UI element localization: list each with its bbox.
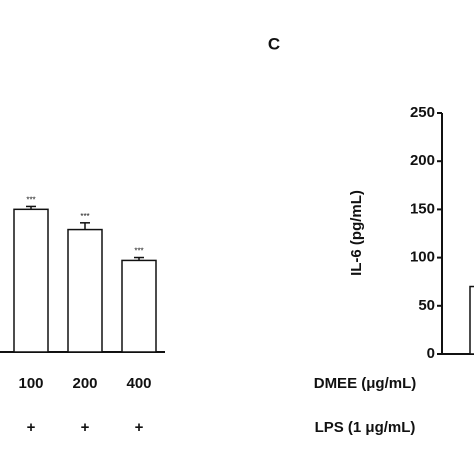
row-label: LPS (1 μg/mL) (315, 419, 416, 436)
x-tick-label: 100 (18, 375, 43, 392)
y-tick-label: 150 (410, 200, 435, 217)
significance: *** (26, 196, 35, 205)
significance: *** (80, 212, 89, 221)
x-tick-label: 200 (72, 375, 97, 392)
y-tick-label: 0 (427, 345, 435, 362)
row-label: DMEE (μg/mL) (314, 375, 417, 392)
y-tick-label: 100 (410, 249, 435, 266)
lps-sign: + (81, 419, 90, 436)
bar (67, 228, 103, 353)
significance: *** (134, 247, 143, 256)
lps-sign: + (27, 419, 36, 436)
lps-sign: + (135, 419, 144, 436)
y-tick-label: 200 (410, 152, 435, 169)
panel-letter: C (268, 34, 280, 53)
bar (469, 285, 474, 355)
y-tick-label: 50 (418, 297, 435, 314)
x-tick-label: 400 (126, 375, 151, 392)
y-axis-title: IL-6 (pg/mL) (348, 190, 365, 276)
bar (13, 208, 49, 353)
bar (121, 259, 157, 353)
y-tick-label: 250 (410, 104, 435, 121)
